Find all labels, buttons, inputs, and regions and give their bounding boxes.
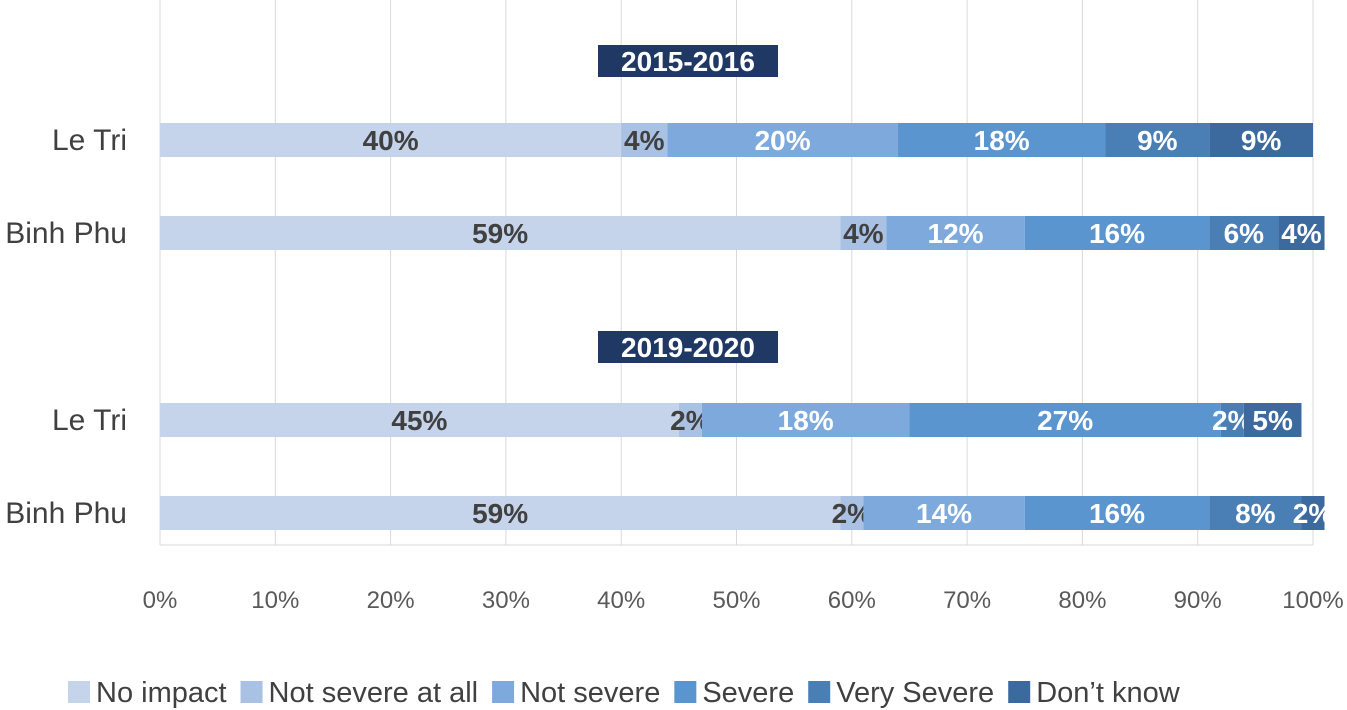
- data-label: 59%: [472, 218, 528, 249]
- legend-swatch: [492, 681, 515, 703]
- bar-segment: [1278, 216, 1325, 250]
- legend-label: Not severe at all: [269, 677, 479, 709]
- data-label: 14%: [916, 498, 972, 529]
- bar-segment: [160, 216, 841, 250]
- bar-segment: [1209, 123, 1313, 157]
- legend-swatch: [68, 681, 90, 703]
- data-label: 20%: [755, 125, 811, 156]
- bar-segment: [897, 123, 1106, 157]
- x-tick-label: 60%: [828, 587, 876, 614]
- group-title: 2019-2020: [621, 332, 755, 363]
- legend-label: Don’t know: [1036, 677, 1181, 709]
- bar-segment: [1243, 403, 1302, 437]
- x-tick-label: 70%: [943, 587, 991, 614]
- bar-segment: [160, 496, 841, 530]
- data-label: 40%: [363, 125, 419, 156]
- bar-segment: [840, 216, 887, 250]
- bar-segment: [621, 123, 668, 157]
- bar-segment: [1024, 216, 1210, 250]
- bar-segment: [863, 496, 1025, 530]
- bar-segment: [1209, 496, 1302, 530]
- bar-segment: [840, 496, 864, 530]
- data-label: 4%: [1281, 218, 1322, 249]
- group-title-badge: [598, 331, 778, 363]
- x-tick-label: 50%: [712, 587, 760, 614]
- bar-segment: [1105, 123, 1210, 157]
- x-tick-label: 80%: [1058, 587, 1106, 614]
- data-label: 18%: [974, 125, 1030, 156]
- legend-label: Not severe: [520, 677, 660, 709]
- group-title-badge: [598, 45, 778, 77]
- data-label: 9%: [1241, 125, 1282, 156]
- data-label: 12%: [928, 218, 984, 249]
- group-title: 2015-2016: [621, 46, 755, 77]
- data-label: 6%: [1224, 218, 1265, 249]
- gridlines: [159, 0, 1314, 546]
- data-label: 16%: [1089, 218, 1145, 249]
- bar-segment: [701, 403, 910, 437]
- bar-segment: [886, 216, 1025, 250]
- category-label: Binh Phu: [5, 497, 127, 530]
- category-label: Binh Phu: [5, 217, 127, 250]
- data-label: 16%: [1089, 498, 1145, 529]
- legend-label: No impact: [96, 677, 227, 709]
- bar-segment: [160, 403, 679, 437]
- bar-segment: [909, 403, 1221, 437]
- bar-segment: [1220, 403, 1244, 437]
- legend-label: Severe: [702, 677, 794, 709]
- bar-segment: [1209, 216, 1279, 250]
- data-label: 45%: [391, 405, 447, 436]
- data-label: 4%: [624, 125, 665, 156]
- group-titles: 2015-2016 2019-2020: [598, 45, 778, 363]
- bars: 40% 4% 20% 18% 9% 9% 59% 4% 12% 16% 6% 4% 45% 2% 18% 27…: [160, 123, 1333, 530]
- category-labels: Le Tri Binh Phu Le Tri Binh Phu: [5, 124, 127, 530]
- bar-segment: [1301, 496, 1325, 530]
- data-label: 5%: [1252, 405, 1293, 436]
- legend-label: Very Severe: [836, 677, 994, 709]
- bar-segment: [1024, 496, 1210, 530]
- x-tick-label: 0%: [143, 587, 178, 614]
- x-tick-label: 40%: [597, 587, 645, 614]
- legend: No impact Not severe at all Not severe Seve…: [68, 677, 1181, 709]
- data-label: 59%: [472, 498, 528, 529]
- bar-segment: [667, 123, 898, 157]
- bar-segment: [678, 403, 702, 437]
- data-label: 27%: [1037, 405, 1093, 436]
- x-tick-label: 10%: [251, 587, 299, 614]
- x-tick-label: 20%: [367, 587, 415, 614]
- x-tick-label: 100%: [1282, 587, 1343, 614]
- legend-swatch: [808, 681, 831, 703]
- data-label: 18%: [778, 405, 834, 436]
- x-tick-label: 90%: [1174, 587, 1222, 614]
- x-axis-ticks: 0% 10% 20% 30% 40% 50% 60% 70% 80% 90% 100%: [143, 587, 1344, 614]
- data-label: 4%: [843, 218, 884, 249]
- data-label: 9%: [1137, 125, 1178, 156]
- x-tick-label: 30%: [482, 587, 530, 614]
- bar-segment: [160, 123, 622, 157]
- legend-swatch: [674, 681, 697, 703]
- category-label: Le Tri: [52, 404, 127, 437]
- data-label: 2%: [1293, 498, 1334, 529]
- legend-swatch: [1008, 681, 1031, 703]
- data-label: 8%: [1235, 498, 1276, 529]
- legend-swatch: [240, 681, 263, 703]
- category-label: Le Tri: [52, 124, 127, 157]
